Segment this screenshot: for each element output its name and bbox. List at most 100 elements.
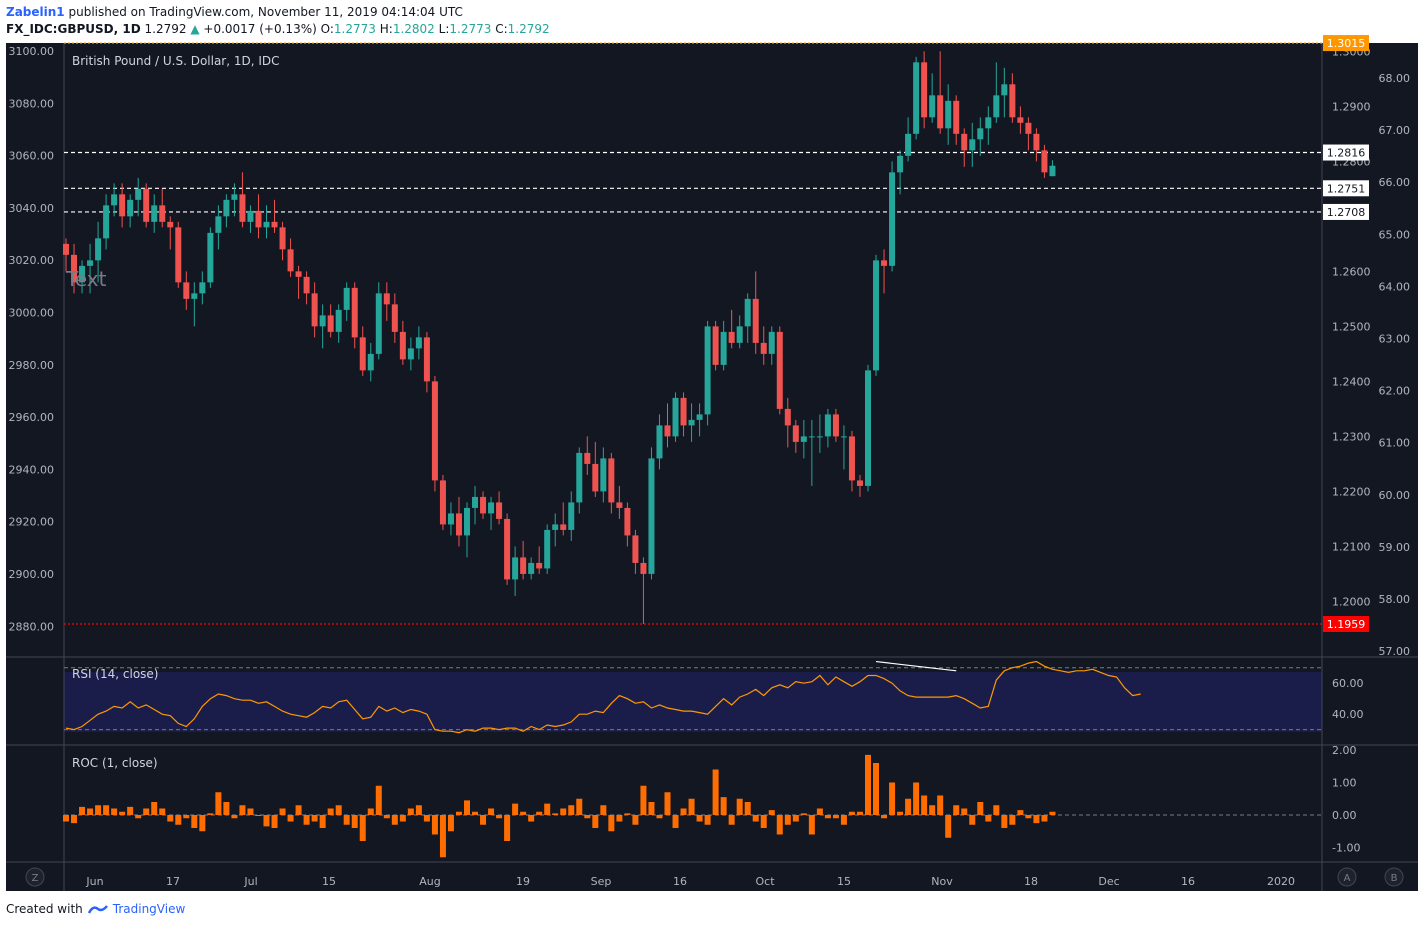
roc-bar [375,785,382,815]
candle-body [127,199,134,217]
roc-bar [921,795,928,815]
roc-bar [415,805,422,815]
candle-body [464,507,470,536]
roc-bar [905,798,912,815]
candle-body [824,414,831,437]
price-line-tag-label: 1.2708 [1327,206,1366,219]
secondary-axis-tick-label: 60.00 [1379,489,1411,502]
roc-bar [191,815,198,828]
time-axis-tick-label: Oct [755,875,775,888]
roc-title: ROC (1, close) [72,756,158,770]
roc-bar [640,785,647,815]
left-axis-tick-label: 3100.00 [9,45,55,58]
roc-bar [167,815,174,822]
roc-bar [600,805,607,815]
roc-bar [111,808,118,815]
secondary-axis-tick-label: 65.00 [1379,228,1411,241]
left-axis-tick-label: 2940.00 [9,463,55,476]
chart-background [6,43,1418,891]
price-line-tag-label: 1.2751 [1327,182,1366,195]
price-axis-tick-label: 1.2100 [1332,540,1371,553]
roc-bar [103,805,110,815]
candle-body [431,381,438,481]
price-line-tag-label: 1.1959 [1327,618,1366,631]
time-axis[interactable]: Jun 17 Jul 15 Aug 19 Sep 16 Oct 15 Nov 18 Dec 16 2020 [85,875,1295,888]
roc-bar [800,813,807,815]
candle-body [399,331,406,360]
z-button[interactable]: Z [25,867,45,887]
candle-body [576,452,583,503]
right-price-axis[interactable]: 1.30001.29001.28001.26001.25001.24001.23… [1332,45,1410,658]
candle-body [592,463,599,492]
roc-bar [752,815,759,822]
time-axis-tick-label: Aug [419,875,440,888]
roc-bar [391,815,398,825]
price-axis-tick-label: 1.2300 [1332,430,1371,443]
secondary-axis-tick-label: 57.00 [1379,645,1411,658]
roc-bar [584,815,591,819]
candle-body [832,414,839,437]
roc-bar [247,808,254,815]
created-with-label: Created with [6,902,83,916]
candle-body [881,260,888,266]
candle-body [560,524,567,530]
secondary-axis-tick-label: 59.00 [1379,541,1411,554]
roc-bar [63,815,69,822]
time-axis-tick-label: 16 [673,875,687,888]
left-axis-tick-label: 3020.00 [9,254,55,267]
roc-bar [359,815,366,841]
a-button[interactable]: A [1337,867,1357,887]
left-axis-tick-label: 2920.00 [9,516,55,529]
roc-bar [873,763,880,815]
roc-bar [472,811,479,815]
tradingview-logo-icon [87,905,108,914]
symbol-label: FX_IDC:GBPUSD, 1D [6,22,141,36]
candle-body [720,331,727,365]
candle-body [383,293,390,305]
candle-body [327,315,334,332]
price-line-tag [1323,144,1369,161]
pane-separators [6,43,1418,891]
author-link[interactable]: Zabelin1 [6,5,65,19]
candle-body [648,458,655,574]
chart-canvas[interactable]: 3100.00 3080.00 3060.00 3040.00 3020.00 3000.… [0,0,1425,900]
roc-bar [728,815,735,825]
roc-bar [656,815,663,819]
candle-body [961,133,968,151]
candle-body [496,502,503,519]
price-axis-tick-label: 1.2600 [1332,265,1371,278]
roc-bar [343,815,350,825]
candle-body [865,370,871,486]
candle-body [1009,84,1016,118]
roc-bar [1025,815,1032,819]
roc-bar [423,815,430,822]
candle-body [792,425,799,442]
rsi-band [64,672,1322,732]
roc-bar [720,797,727,815]
candle-body [199,282,206,294]
roc-bar [969,815,976,825]
tradingview-link[interactable]: TradingView [112,902,186,916]
candle-body [504,518,511,580]
roc-bar [1001,815,1008,828]
roc-bar [856,811,863,815]
candle-body [239,194,246,222]
price-line-tag [1323,203,1369,220]
candle-body [985,117,992,129]
roc-axis-tick-label: 1.00 [1332,777,1357,790]
roc-bar [327,808,334,815]
price-line-tag [1323,35,1369,52]
left-axis-tick-label: 3080.00 [9,97,55,110]
candle-body [672,397,679,437]
candle-body [407,348,414,360]
roc-bar [87,808,94,815]
candle-body [656,425,663,459]
candle-body [79,265,86,283]
chart-header: Zabelin1 published on TradingView.com, N… [6,4,550,38]
roc-bar [1009,815,1016,825]
roc-bar [736,798,743,815]
roc-bar [961,808,968,815]
candle-body [319,315,326,327]
b-button[interactable]: B [1384,867,1404,887]
candle-body [584,452,591,464]
